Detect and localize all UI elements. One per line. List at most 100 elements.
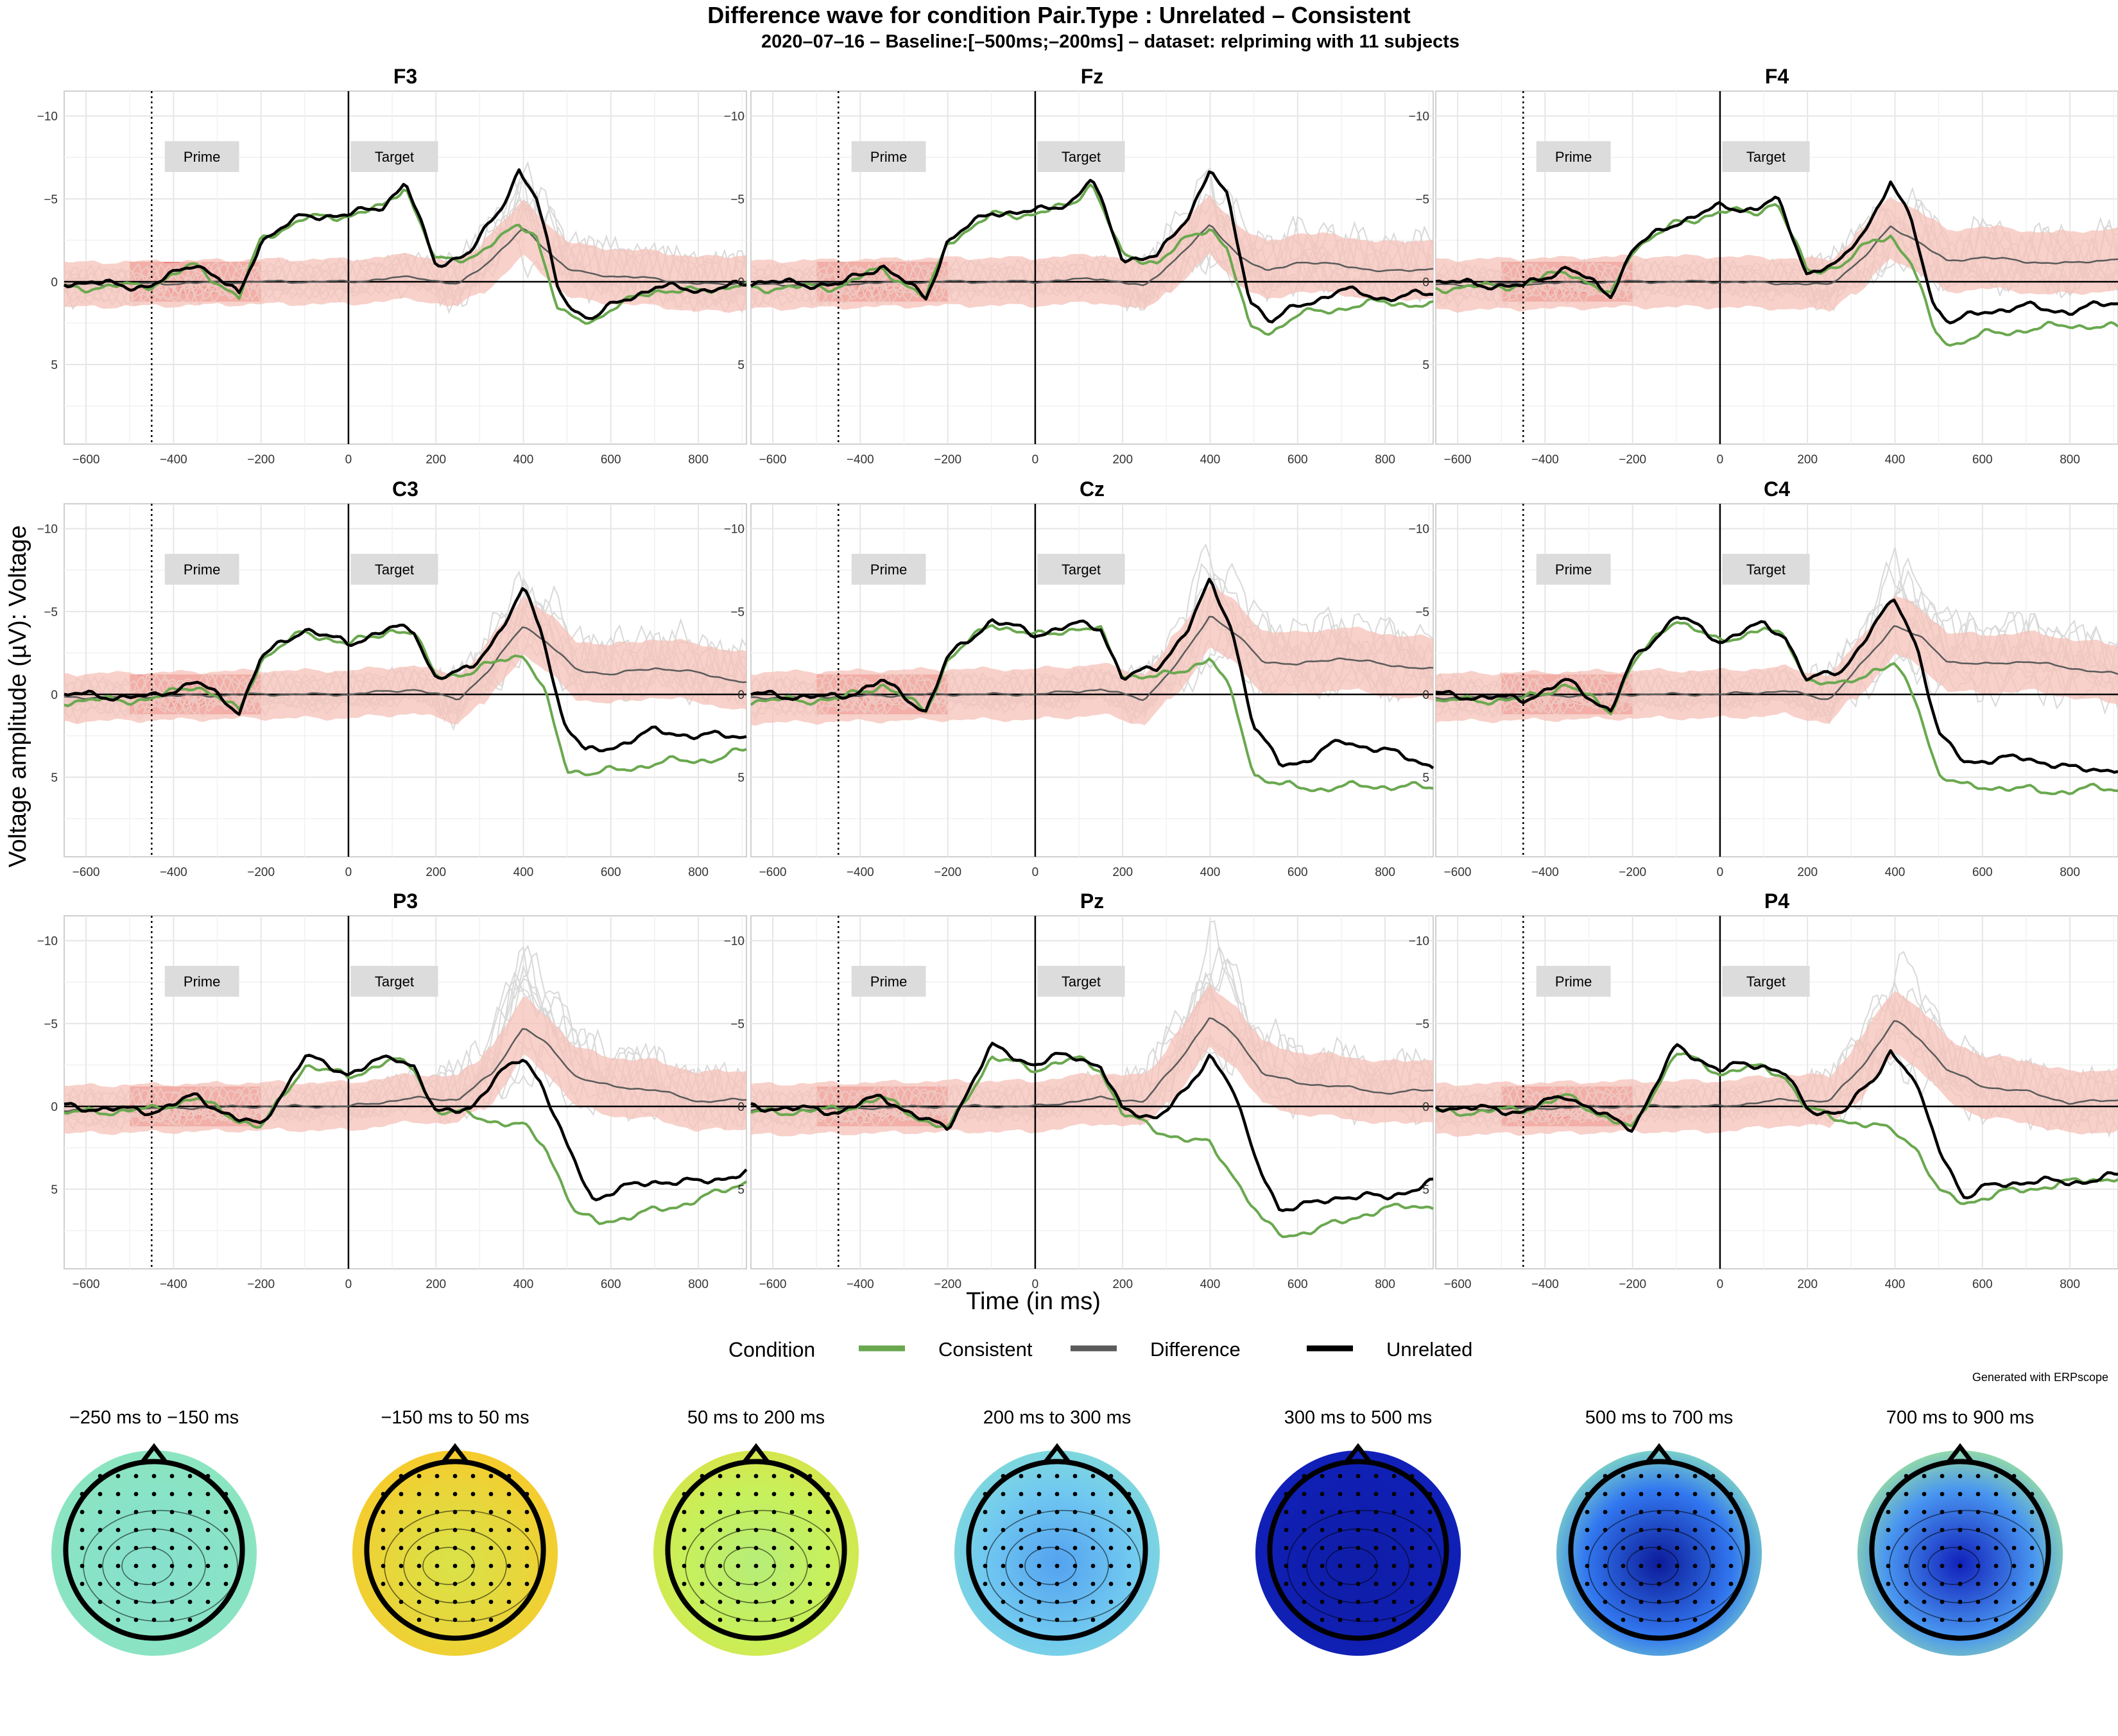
electrode-dot	[1993, 1491, 1999, 1497]
electrode-dot	[116, 1509, 121, 1515]
electrode-dot	[1621, 1545, 1626, 1551]
prime-label: Prime	[870, 562, 907, 578]
electrode-dot	[2029, 1599, 2035, 1604]
electrode-dot	[1072, 1599, 1078, 1604]
electrode-dot	[1391, 1509, 1397, 1515]
x-tick-label: 800	[1375, 1278, 1395, 1291]
electrode-dot	[1373, 1617, 1379, 1622]
electrode-dot	[807, 1491, 813, 1497]
x-tick-label: 0	[1717, 1278, 1724, 1291]
electrode-dot	[1320, 1527, 1325, 1533]
x-tick-label: 600	[601, 866, 621, 879]
y-tick-label: 5	[51, 359, 58, 372]
topomap-field	[653, 1450, 859, 1656]
electrode-dot	[1710, 1599, 1716, 1604]
electrode-dot	[753, 1581, 759, 1586]
target-label: Target	[375, 974, 414, 990]
electrode-dot	[223, 1491, 228, 1497]
panel-title: F3	[393, 65, 417, 88]
electrode-dot	[435, 1563, 440, 1568]
electrode-dot	[753, 1617, 759, 1622]
electrode-dot	[1356, 1474, 1361, 1479]
electrode-dot	[1993, 1509, 1999, 1515]
electrode-dot	[1621, 1581, 1626, 1586]
electrode-dot	[736, 1527, 741, 1533]
electrode-dot	[1603, 1509, 1608, 1515]
panel-c4: C4−600−400−2000200400600800−10−505Baseli…	[1409, 477, 2118, 879]
electrode-dot	[399, 1474, 404, 1479]
electrode-dot	[524, 1563, 530, 1568]
electrode-dot	[1657, 1599, 1662, 1604]
electrode-dot	[1621, 1599, 1626, 1604]
electrode-dot	[736, 1581, 741, 1586]
electrode-dot	[488, 1509, 494, 1515]
electrode-dot	[1409, 1599, 1415, 1604]
electrode-dot	[1427, 1491, 1433, 1497]
electrode-dot	[718, 1617, 723, 1622]
electrode-dot	[736, 1545, 741, 1551]
electrode-dot	[771, 1599, 777, 1604]
electrode-dot	[1585, 1527, 1590, 1533]
target-label: Target	[1746, 562, 1786, 578]
electrode-dot	[98, 1563, 103, 1568]
electrode-dot	[789, 1563, 795, 1568]
electrode-dot	[1284, 1491, 1289, 1497]
electrode-dot	[1710, 1491, 1716, 1497]
credit-text: Generated with ERPscope	[1972, 1371, 2108, 1384]
electrode-dot	[205, 1509, 211, 1515]
electrode-dot	[1090, 1491, 1096, 1497]
electrode-dot	[1001, 1581, 1006, 1586]
electrode-dot	[1356, 1527, 1361, 1533]
prime-label-box	[1536, 966, 1611, 997]
x-tick-label: −200	[934, 453, 961, 467]
electrode-dot	[1603, 1599, 1608, 1604]
electrode-dot	[470, 1563, 476, 1568]
x-tick-label: 800	[1375, 866, 1395, 879]
x-tick-label: −600	[1444, 1278, 1472, 1291]
electrode-dot	[1356, 1617, 1361, 1622]
electrode-dot	[1001, 1474, 1006, 1479]
electrode-dot	[506, 1599, 512, 1604]
electrode-dot	[524, 1491, 530, 1497]
electrode-dot	[2029, 1509, 2035, 1515]
electrode-dot	[983, 1509, 988, 1515]
electrode-dot	[399, 1509, 404, 1515]
electrode-dot	[983, 1545, 988, 1551]
electrode-dot	[1993, 1563, 1999, 1568]
electrode-dot	[80, 1527, 85, 1533]
electrode-dot	[1621, 1563, 1626, 1568]
electrode-dot	[1338, 1491, 1343, 1497]
x-tick-label: 600	[1972, 453, 1993, 467]
electrode-dot	[771, 1617, 777, 1622]
electrode-dot	[399, 1527, 404, 1533]
panel-title: P3	[393, 889, 418, 913]
electrode-dot	[151, 1545, 157, 1551]
electrode-dot	[1692, 1491, 1698, 1497]
x-tick-label: −400	[160, 1278, 187, 1291]
y-tick-label: −5	[730, 606, 745, 619]
y-tick-label: 5	[51, 771, 58, 785]
target-label: Target	[1062, 149, 1101, 165]
x-tick-label: −200	[1619, 1278, 1646, 1291]
x-tick-label: 200	[426, 866, 446, 879]
electrode-dot	[417, 1509, 422, 1515]
electrode-dot	[1886, 1545, 1891, 1551]
electrode-dot	[1940, 1599, 1945, 1604]
target-label-box	[1037, 966, 1125, 997]
electrode-dot	[399, 1599, 404, 1604]
series-line-consistent	[1435, 203, 2118, 347]
electrode-dot	[169, 1617, 175, 1622]
electrode-dot	[80, 1563, 85, 1568]
electrode-dot	[1090, 1617, 1096, 1622]
topomap-label: −250 ms to −150 ms	[69, 1407, 239, 1428]
electrode-dot	[80, 1599, 85, 1604]
electrode-dot	[807, 1545, 813, 1551]
x-tick-label: 400	[513, 866, 534, 879]
electrode-dot	[682, 1527, 687, 1533]
electrode-dot	[1001, 1527, 1006, 1533]
topomap-1: −250 ms to −150 ms	[51, 1407, 257, 1656]
electrode-dot	[1055, 1563, 1060, 1568]
electrode-dot	[682, 1581, 687, 1586]
legend-label-difference: Difference	[1150, 1338, 1241, 1361]
electrode-dot	[1886, 1491, 1891, 1497]
